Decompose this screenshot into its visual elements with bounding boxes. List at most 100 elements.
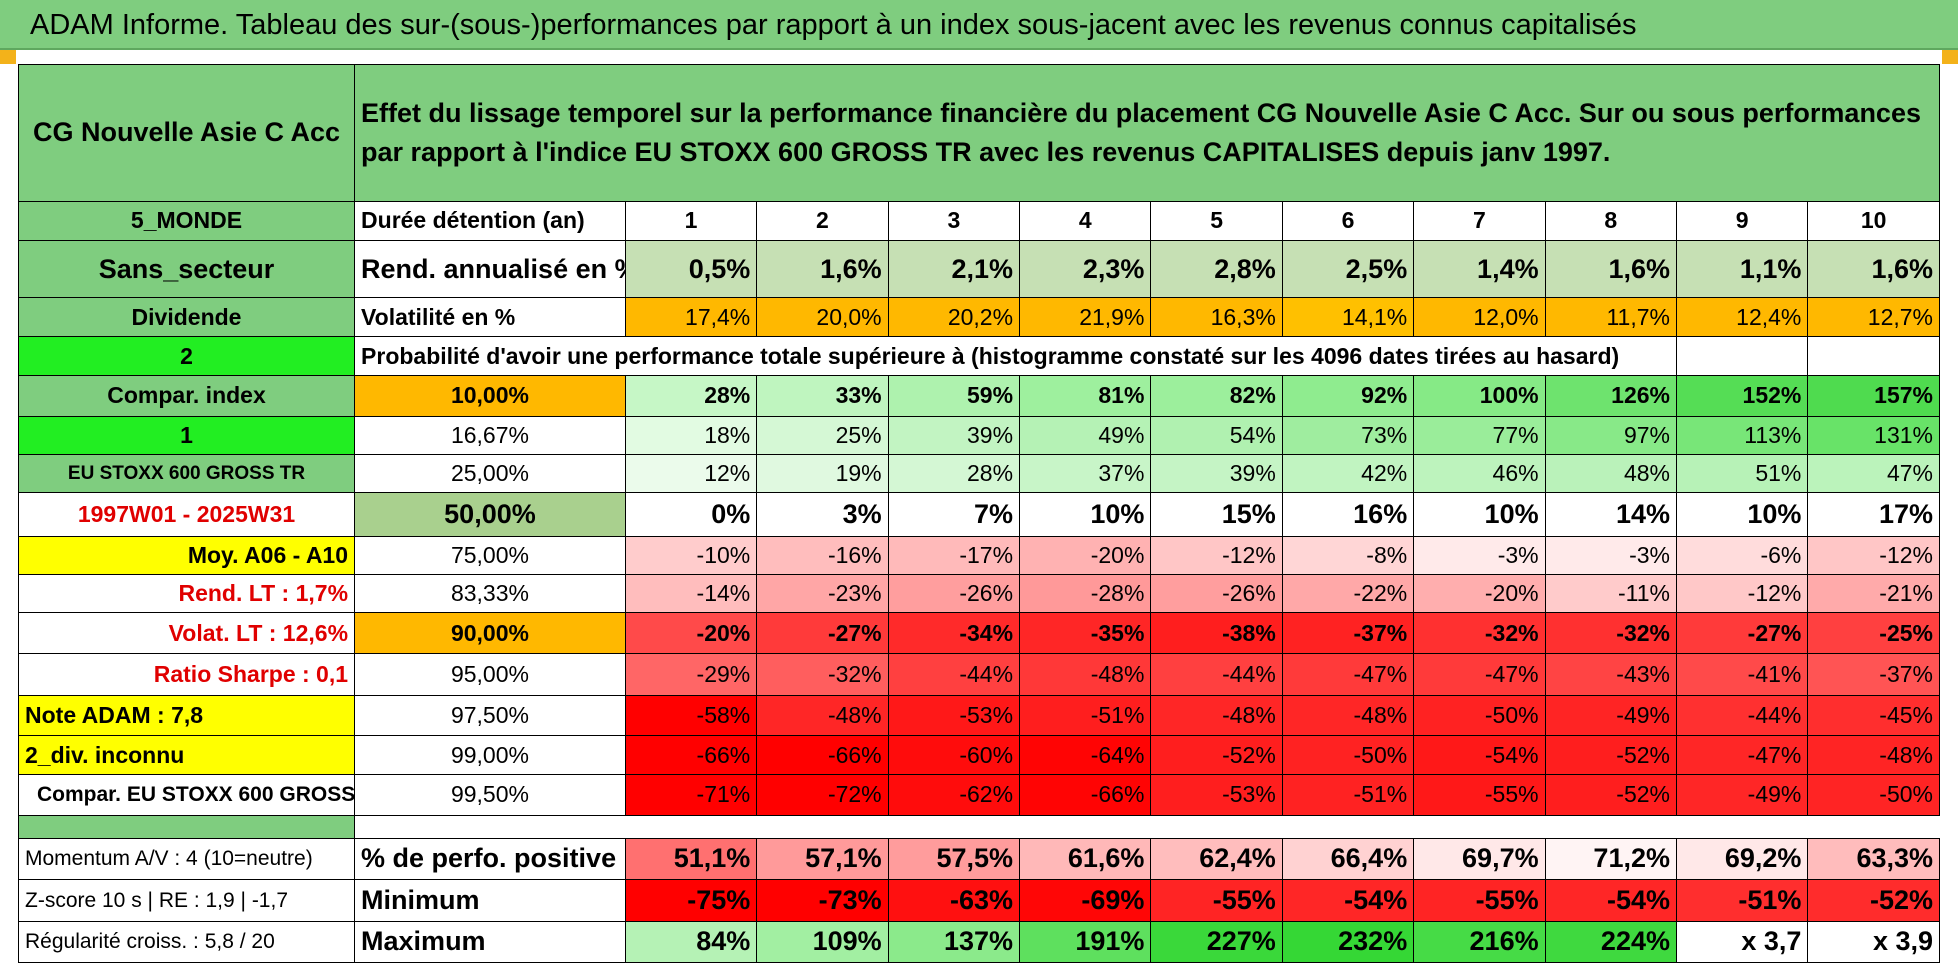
- prob-value-4: -48%: [1019, 653, 1152, 696]
- prob-value-10: -25%: [1807, 612, 1940, 655]
- max-value-4: 191%: [1019, 920, 1152, 963]
- compar-eu-label: Compar. EU STOXX 600 GROSS TR: [17, 774, 356, 816]
- pos-value-2: 57,1%: [756, 837, 889, 881]
- prob-value-10: -12%: [1807, 535, 1940, 575]
- prob-value-8: -3%: [1544, 535, 1677, 575]
- prob-value-2: 25%: [756, 415, 889, 456]
- prob-value-10: 47%: [1807, 454, 1940, 494]
- prob-value-9: 10%: [1675, 492, 1809, 537]
- prob-value-10: -21%: [1807, 573, 1940, 614]
- threshold-pct: 16,67%: [354, 415, 626, 456]
- pos-value-7: 69,7%: [1413, 837, 1546, 881]
- regularite-label: Régularité croiss. : 5,8 / 20: [17, 920, 356, 963]
- prob-value-6: -22%: [1281, 573, 1415, 614]
- threshold-pct: 97,50%: [354, 694, 626, 737]
- threshold-pct: 99,00%: [354, 734, 626, 776]
- rend-value-4: 2,3%: [1019, 239, 1152, 299]
- prob-value-6: -37%: [1281, 612, 1415, 655]
- prob-value-3: -26%: [887, 573, 1021, 614]
- prob-value-9: -44%: [1675, 694, 1809, 737]
- table-description: Effet du lissage temporel sur la perform…: [354, 64, 1940, 202]
- prob-value-1: -14%: [624, 573, 758, 614]
- max-value-7: 216%: [1413, 920, 1546, 963]
- prob-value-1: -66%: [624, 734, 758, 776]
- prob-value-6: -8%: [1281, 535, 1415, 575]
- pos-value-9: 69,2%: [1675, 837, 1809, 881]
- corner-marker-left: [0, 50, 16, 64]
- prob-value-6: 73%: [1281, 415, 1415, 456]
- threshold-pct: 50,00%: [354, 492, 626, 537]
- prob-value-6: -50%: [1281, 734, 1415, 776]
- prob-value-4: -35%: [1019, 612, 1152, 655]
- prob-value-5: -52%: [1150, 734, 1283, 776]
- rend-value-8: 1,6%: [1544, 239, 1677, 299]
- prob-value-8: 14%: [1544, 492, 1677, 537]
- year-header-10: 10: [1807, 200, 1940, 241]
- prob-value-7: -50%: [1413, 694, 1546, 737]
- prob-value-6: 42%: [1281, 454, 1415, 494]
- prob-value-2: -23%: [756, 573, 889, 614]
- zscore-label: Z-score 10 s | RE : 1,9 | -1,7: [17, 879, 356, 922]
- prob-value-5: -38%: [1150, 612, 1283, 655]
- prob-value-3: -62%: [887, 774, 1021, 816]
- prob-value-3: -17%: [887, 535, 1021, 575]
- min-value-8: -54%: [1544, 879, 1677, 922]
- prob-value-7: -55%: [1413, 774, 1546, 816]
- prob-value-9: -6%: [1675, 535, 1809, 575]
- prob-value-5: -12%: [1150, 535, 1283, 575]
- max-label: Maximum: [354, 920, 626, 963]
- pos-value-1: 51,1%: [624, 837, 758, 881]
- corner-marker-right: [1942, 50, 1958, 64]
- prob-value-10: -45%: [1807, 694, 1940, 737]
- year-header-6: 6: [1281, 200, 1415, 241]
- vol-value-9: 12,4%: [1675, 297, 1809, 338]
- rend-value-6: 2,5%: [1281, 239, 1415, 299]
- prob-value-10: -50%: [1807, 774, 1940, 816]
- spacer-green: [17, 814, 356, 839]
- prob-value-2: -16%: [756, 535, 889, 575]
- num1-label: 1: [17, 415, 356, 456]
- rend-value-5: 2,8%: [1150, 239, 1283, 299]
- pos-value-8: 71,2%: [1544, 837, 1677, 881]
- prob-label: Probabilité d'avoir une performance tota…: [354, 336, 1677, 376]
- prob-value-6: -48%: [1281, 694, 1415, 737]
- prob-value-2: -72%: [756, 774, 889, 816]
- year-header-1: 1: [624, 200, 758, 241]
- momentum-label: Momentum A/V : 4 (10=neutre): [17, 837, 356, 881]
- vol-value-7: 12,0%: [1413, 297, 1546, 338]
- pos-value-10: 63,3%: [1807, 837, 1940, 881]
- fund-name: CG Nouvelle Asie C Acc: [17, 64, 356, 202]
- prob-value-5: 54%: [1150, 415, 1283, 456]
- max-value-3: 137%: [887, 920, 1021, 963]
- prob-value-3: -44%: [887, 653, 1021, 696]
- threshold-pct: 10,00%: [354, 374, 626, 417]
- prob-value-3: 59%: [887, 374, 1021, 417]
- min-value-3: -63%: [887, 879, 1021, 922]
- threshold-pct: 75,00%: [354, 535, 626, 575]
- prob-value-9: 51%: [1675, 454, 1809, 494]
- region-label: 5_MONDE: [17, 200, 356, 241]
- prob-value-1: -58%: [624, 694, 758, 737]
- prob-value-10: 131%: [1807, 415, 1940, 456]
- prob-value-5: -26%: [1150, 573, 1283, 614]
- prob-value-4: -20%: [1019, 535, 1152, 575]
- prob-value-5: -48%: [1150, 694, 1283, 737]
- prob-value-3: 28%: [887, 454, 1021, 494]
- threshold-pct: 83,33%: [354, 573, 626, 614]
- moy-label: Moy. A06 - A10: [17, 535, 356, 575]
- prob-value-6: 16%: [1281, 492, 1415, 537]
- min-label: Minimum: [354, 879, 626, 922]
- prob-value-2: -66%: [756, 734, 889, 776]
- prob-value-7: -20%: [1413, 573, 1546, 614]
- prob-value-8: -32%: [1544, 612, 1677, 655]
- prob-value-7: 77%: [1413, 415, 1546, 456]
- report-title: ADAM Informe. Tableau des sur-(sous-)per…: [0, 0, 1958, 50]
- vol-value-1: 17,4%: [624, 297, 758, 338]
- min-value-10: -52%: [1807, 879, 1940, 922]
- prob-value-4: 10%: [1019, 492, 1152, 537]
- year-header-3: 3: [887, 200, 1021, 241]
- min-value-4: -69%: [1019, 879, 1152, 922]
- prob-value-8: -43%: [1544, 653, 1677, 696]
- duration-label: Durée détention (an): [354, 200, 626, 241]
- rend-value-2: 1,6%: [756, 239, 889, 299]
